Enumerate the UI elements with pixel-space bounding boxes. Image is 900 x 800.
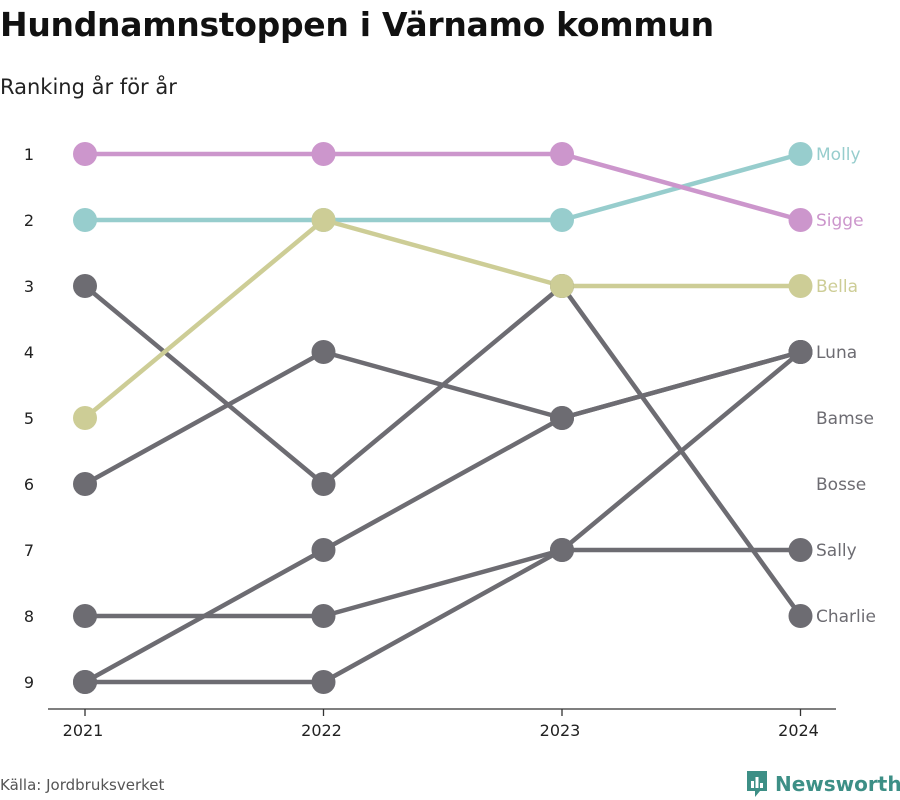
- end-label-sigge: Sigge: [816, 211, 864, 231]
- point-sally-2021: [73, 604, 97, 628]
- point-sally-2024: [788, 538, 813, 562]
- series-points: [73, 142, 813, 694]
- point-luna-2021: [73, 472, 97, 496]
- point-bosse-2021: [73, 670, 97, 694]
- y-tick-label-4: 4: [24, 343, 34, 362]
- series-line-bella: [82, 217, 803, 421]
- point-charlie-2022: [311, 472, 336, 496]
- end-labels: Molly Sigge Bella Luna Bamse Bosse Sally Charli…: [816, 145, 876, 627]
- chart-title: Hundnamnstoppen i Värnamo kommun: [0, 5, 714, 44]
- y-tick-label-1: 1: [24, 145, 34, 164]
- point-sigge-2022: [311, 142, 336, 166]
- axes: 2021 2022 2023 2024 1 2 3 4 5 6 7 8 9: [24, 145, 836, 740]
- end-label-luna: Luna: [816, 343, 857, 363]
- point-sally-2023: [550, 538, 574, 562]
- y-tick-label-6: 6: [24, 475, 34, 494]
- point-sally-2022: [311, 604, 336, 628]
- point-molly-2023: [550, 208, 574, 232]
- end-label-molly: Molly: [816, 145, 861, 165]
- brand-name: Newsworthy: [775, 772, 900, 796]
- y-tick-label-2: 2: [24, 211, 34, 230]
- y-tick-label-5: 5: [24, 409, 34, 428]
- series-line-bosse: [82, 349, 803, 685]
- point-bosse-2024: [788, 340, 813, 364]
- end-label-sally: Sally: [816, 541, 857, 561]
- source-note: Källa: Jordbruksverket: [0, 776, 165, 794]
- point-luna-2022: [311, 340, 336, 364]
- end-label-charlie: Charlie: [816, 607, 876, 627]
- series-lines: [82, 151, 803, 685]
- series-line-molly: [82, 151, 803, 223]
- series-line-sigge: [82, 151, 803, 223]
- point-bella-2021: [73, 406, 97, 430]
- point-bella-2022: [311, 208, 336, 232]
- series-line-bamse: [82, 349, 803, 685]
- x-tick-label-2023: 2023: [540, 721, 581, 740]
- point-sigge-2023: [550, 142, 574, 166]
- point-sigge-2024: [788, 208, 813, 232]
- point-bella-2024: [788, 274, 813, 298]
- x-tick-label-2021: 2021: [63, 721, 104, 740]
- y-tick-label-3: 3: [24, 277, 34, 296]
- y-tick-label-9: 9: [24, 673, 34, 692]
- point-bamse-2023: [550, 406, 574, 430]
- newsworthy-logo[interactable]: Newsworthy: [745, 769, 900, 799]
- point-charlie-2021: [73, 274, 97, 298]
- y-tick-label-8: 8: [24, 607, 34, 626]
- chart-subtitle: Ranking år för år: [0, 75, 177, 99]
- newsworthy-icon: [747, 771, 767, 797]
- series-line-sally: [82, 547, 803, 619]
- x-tick-label-2022: 2022: [301, 721, 342, 740]
- end-label-bamse: Bamse: [816, 409, 874, 429]
- point-molly-2024: [788, 142, 813, 166]
- point-molly-2021: [73, 208, 97, 232]
- point-bella-2023: [550, 274, 574, 298]
- end-label-bella: Bella: [816, 277, 858, 297]
- series-line-charlie: [82, 283, 803, 619]
- point-charlie-2024: [788, 604, 813, 628]
- point-bosse-2022: [311, 670, 336, 694]
- end-label-bosse: Bosse: [816, 475, 866, 495]
- y-tick-label-7: 7: [24, 541, 34, 560]
- point-sigge-2021: [73, 142, 97, 166]
- x-tick-label-2024: 2024: [778, 721, 819, 740]
- point-bamse-2022: [311, 538, 336, 562]
